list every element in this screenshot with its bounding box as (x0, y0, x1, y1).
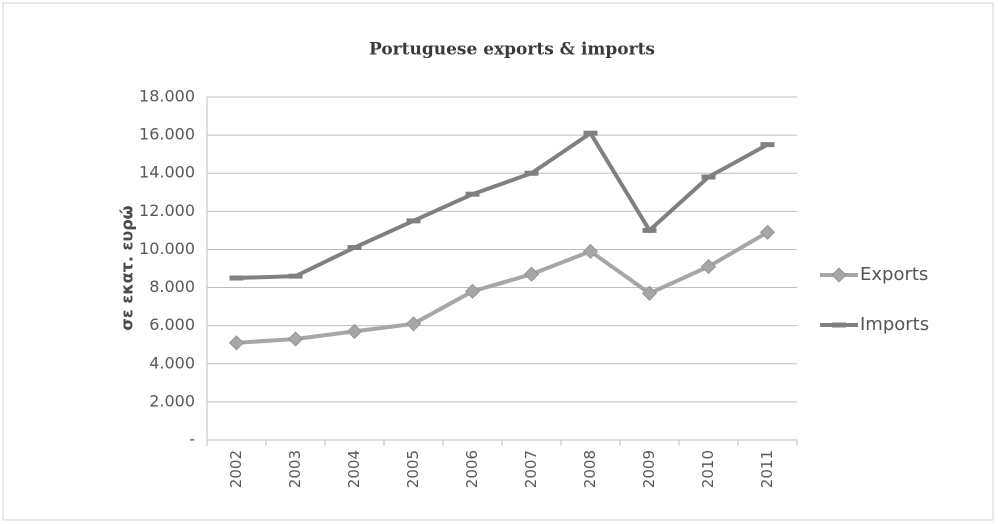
chart-title: Portuguese exports & imports (369, 40, 655, 60)
x-tick-label: 2004 (345, 450, 363, 488)
y-tick-label: 4.000 (149, 353, 195, 372)
y-tick-label: 8.000 (149, 277, 195, 296)
data-point (759, 224, 776, 240)
data-point (287, 331, 304, 347)
data-point (641, 285, 658, 301)
y-tick-label: - (189, 430, 195, 449)
x-tick-label: 2009 (640, 450, 658, 488)
data-point (523, 266, 540, 282)
y-axis-label: σε εκατ. ευρώ (118, 205, 137, 330)
y-tick-label: 12.000 (139, 201, 195, 220)
x-tick-label: 2005 (404, 450, 422, 488)
y-tick-label: 14.000 (139, 163, 195, 182)
y-tick-label: 6.000 (149, 315, 195, 334)
data-point (228, 335, 245, 351)
data-point (700, 259, 717, 275)
data-point (405, 316, 422, 332)
x-tick-label: 2003 (286, 450, 304, 488)
data-point (582, 243, 599, 259)
x-tick-label: 2011 (758, 450, 776, 488)
x-tick-label: 2002 (227, 450, 245, 488)
legend-label: Imports (860, 314, 929, 335)
x-tick-label: 2010 (699, 450, 717, 488)
x-tick-label: 2006 (463, 450, 481, 488)
legend-marker (831, 267, 847, 283)
series-line (236, 230, 769, 345)
series-line (236, 130, 769, 281)
legend-label: Exports (860, 264, 928, 285)
data-point (464, 283, 481, 299)
x-tick-label: 2007 (522, 450, 540, 488)
y-tick-label: 18.000 (139, 87, 195, 106)
x-tick-label: 2008 (581, 450, 599, 488)
y-tick-label: 10.000 (139, 239, 195, 258)
data-point (346, 323, 363, 339)
y-tick-label: 16.000 (139, 125, 195, 144)
y-tick-label: 2.000 (149, 391, 195, 410)
